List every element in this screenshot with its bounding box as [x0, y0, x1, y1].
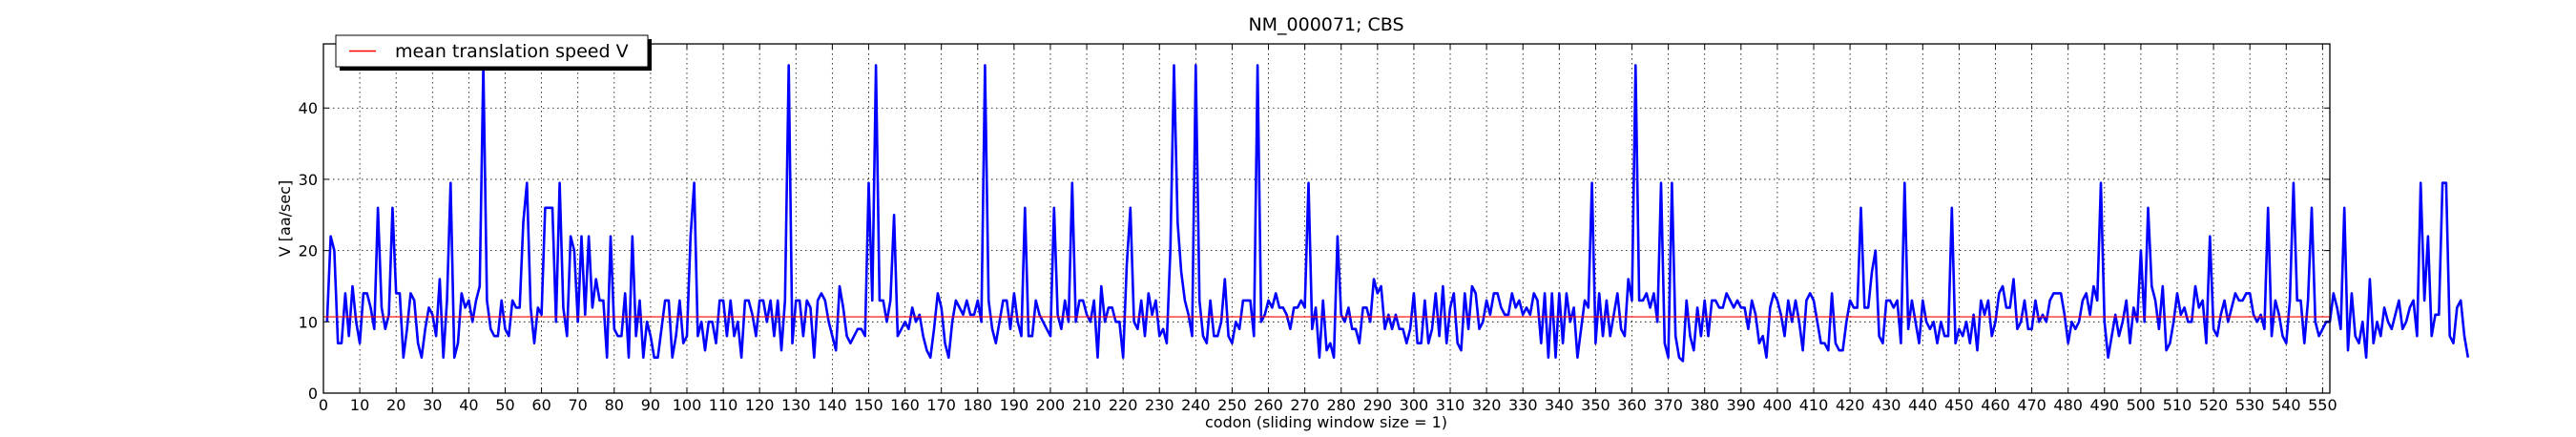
legend: mean translation speed V	[335, 34, 652, 71]
x-tick-label: 470	[2017, 396, 2046, 414]
x-tick-label: 310	[1436, 396, 1465, 414]
x-tick-label: 340	[1545, 396, 1574, 414]
axis-ticks: 0 10 20 30 40 50 60 70 80 90 100 110 120 130 140 150 160…	[299, 44, 2337, 414]
x-tick-label: 460	[1981, 396, 2010, 414]
x-tick-label: 520	[2199, 396, 2229, 414]
x-tick-label: 260	[1254, 396, 1283, 414]
x-tick-label: 530	[2235, 396, 2265, 414]
x-tick-label: 130	[781, 396, 811, 414]
x-tick-label: 50	[495, 396, 514, 414]
x-tick-label: 380	[1690, 396, 1719, 414]
series-layer	[323, 64, 2470, 363]
y-tick-label: 0	[308, 385, 318, 403]
plot-frame	[322, 43, 2331, 394]
x-tick-label: 150	[854, 396, 883, 414]
x-tick-label: 190	[1000, 396, 1029, 414]
x-tick-label: 210	[1072, 396, 1102, 414]
x-tick-label: 230	[1145, 396, 1174, 414]
x-tick-label: 300	[1400, 396, 1429, 414]
x-tick-label: 450	[1944, 396, 1974, 414]
x-tick-label: 110	[709, 396, 738, 414]
x-tick-label: 90	[641, 396, 660, 414]
x-tick-label: 490	[2090, 396, 2120, 414]
x-tick-label: 70	[569, 396, 588, 414]
x-tick-label: 80	[605, 396, 624, 414]
x-tick-label: 360	[1617, 396, 1647, 414]
x-tick-label: 160	[890, 396, 920, 414]
x-axis-label: codon (sliding window size = 1)	[1205, 413, 1447, 431]
x-tick-label: 550	[2308, 396, 2337, 414]
x-tick-label: 270	[1290, 396, 1319, 414]
x-tick-label: 320	[1472, 396, 1502, 414]
x-tick-label: 480	[2053, 396, 2083, 414]
legend-box	[335, 34, 649, 68]
x-tick-label: 400	[1763, 396, 1793, 414]
x-tick-label: 330	[1508, 396, 1538, 414]
x-tick-label: 420	[1836, 396, 1865, 414]
x-tick-label: 290	[1363, 396, 1393, 414]
x-tick-label: 250	[1217, 396, 1247, 414]
x-tick-label: 280	[1326, 396, 1356, 414]
x-tick-label: 40	[459, 396, 478, 414]
y-tick-label: 20	[299, 242, 318, 260]
x-tick-label: 430	[1872, 396, 1901, 414]
x-tick-label: 540	[2272, 396, 2301, 414]
x-tick-label: 500	[2127, 396, 2156, 414]
x-tick-label: 10	[350, 396, 369, 414]
x-tick-label: 30	[423, 396, 442, 414]
y-tick-label: 30	[299, 171, 318, 189]
x-tick-label: 180	[963, 396, 992, 414]
x-tick-label: 60	[531, 396, 551, 414]
x-tick-label: 220	[1109, 396, 1138, 414]
x-tick-label: 410	[1799, 396, 1829, 414]
x-tick-label: 20	[386, 396, 405, 414]
x-tick-label: 120	[745, 396, 775, 414]
x-tick-label: 170	[926, 396, 956, 414]
legend-label-mean-speed: mean translation speed V	[395, 41, 629, 62]
x-tick-label: 100	[673, 396, 702, 414]
x-tick-label: 440	[1908, 396, 1938, 414]
x-tick-label: 0	[319, 396, 328, 414]
x-tick-label: 350	[1581, 396, 1610, 414]
chart-title: NM_000071; CBS	[1248, 14, 1403, 35]
x-tick-label: 240	[1181, 396, 1211, 414]
x-tick-label: 200	[1036, 396, 1066, 414]
series-line-translation-speed	[325, 64, 2470, 363]
x-tick-label: 510	[2163, 396, 2192, 414]
y-tick-label: 40	[299, 99, 318, 117]
x-tick-label: 140	[818, 396, 847, 414]
x-tick-label: 370	[1653, 396, 1683, 414]
y-axis-label: V [aa/sec]	[276, 180, 294, 258]
x-tick-label: 390	[1727, 396, 1756, 414]
y-tick-label: 10	[299, 313, 318, 331]
